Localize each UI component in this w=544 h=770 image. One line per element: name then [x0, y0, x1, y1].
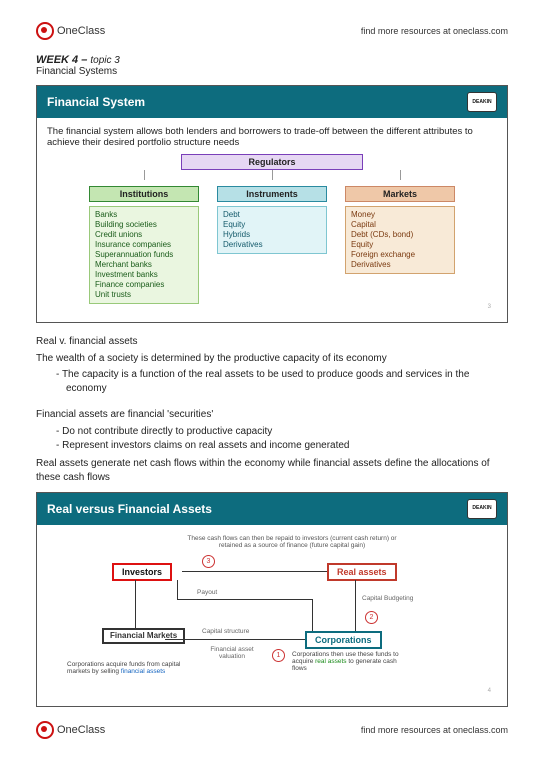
- brand-name: OneClass: [57, 724, 105, 736]
- fs-col-instruments: Instruments Debt Equity Hybrids Derivati…: [217, 186, 327, 304]
- right-footnote: Corporations then use these funds to acq…: [292, 651, 412, 673]
- fs-col-head: Institutions: [89, 186, 199, 202]
- rvf-p1: The wealth of a society is determined by…: [36, 352, 508, 367]
- financial-system-title-bar: Financial System DEAKIN: [37, 86, 507, 118]
- rvf-p3: Real assets generate net cash flows with…: [36, 457, 508, 486]
- slide-number: 4: [47, 688, 497, 694]
- rvfa-body: These cash flows can then be repaid to i…: [37, 525, 507, 706]
- fs-connectors: [47, 170, 497, 180]
- financial-system-body: The financial system allows both lenders…: [37, 118, 507, 322]
- deakin-badge: DEAKIN: [467, 92, 497, 112]
- fs-col-head: Instruments: [217, 186, 327, 202]
- arrow-line: [135, 580, 136, 628]
- brand-logo: OneClass: [36, 22, 105, 40]
- real-assets-box: Real assets: [327, 563, 397, 581]
- fs-col-institutions: Institutions Banks Building societies Cr…: [89, 186, 199, 304]
- arrow-line: [177, 599, 312, 600]
- fs-intro: The financial system allows both lenders…: [47, 126, 497, 148]
- brand-logo-icon: [36, 22, 54, 40]
- page-footer: OneClass find more resources at oneclass…: [36, 721, 508, 739]
- fs-columns: Institutions Banks Building societies Cr…: [47, 186, 497, 304]
- fs-col-body: Debt Equity Hybrids Derivatives: [217, 206, 327, 254]
- week-title: WEEK 4 –: [36, 54, 90, 66]
- fin-asset-valuation-label: Financial asset valuation: [202, 646, 262, 660]
- rvfa-title: Real versus Financial Assets: [47, 502, 212, 516]
- rvf-heading: Real v. financial assets: [36, 335, 508, 350]
- rvf-b2: Do not contribute directly to productive…: [66, 425, 508, 439]
- arrow-line: [182, 571, 327, 572]
- slide-number: 3: [47, 304, 497, 310]
- financial-system-title: Financial System: [47, 95, 145, 109]
- rvfa-diagram: These cash flows can then be repaid to i…: [47, 533, 497, 688]
- fs-col-markets: Markets Money Capital Debt (CDs, bond) E…: [345, 186, 455, 304]
- fs-col-body: Banks Building societies Credit unions I…: [89, 206, 199, 304]
- week-subject: Financial Systems: [36, 66, 508, 77]
- investors-box: Investors: [112, 563, 172, 581]
- fs-col-body: Money Capital Debt (CDs, bond) Equity Fo…: [345, 206, 455, 274]
- financial-markets-box: Financial Markets: [102, 628, 185, 645]
- brand-name: OneClass: [57, 25, 105, 37]
- corporations-box: Corporations: [305, 631, 382, 649]
- capital-structure-label: Capital structure: [202, 628, 249, 635]
- brand-logo-icon: [36, 721, 54, 739]
- capital-budgeting-label: Capital Budgeting: [362, 595, 413, 602]
- fs-diagram: Regulators Institutions Banks Building s…: [47, 154, 497, 304]
- brand-logo: OneClass: [36, 721, 105, 739]
- arrow-line: [312, 599, 313, 631]
- rvfa-box: Real versus Financial Assets DEAKIN Thes…: [36, 492, 508, 707]
- arrow-line: [177, 580, 178, 599]
- payout-label: Payout: [197, 589, 217, 596]
- page-header: OneClass find more resources at oneclass…: [36, 22, 508, 40]
- header-tagline: find more resources at oneclass.com: [361, 26, 508, 36]
- financial-system-box: Financial System DEAKIN The financial sy…: [36, 85, 508, 323]
- footer-tagline: find more resources at oneclass.com: [361, 725, 508, 735]
- arrow-line: [165, 639, 305, 640]
- rvf-p2: Financial assets are financial 'securiti…: [36, 408, 508, 423]
- rvf-b3: Represent investors claims on real asset…: [66, 439, 508, 453]
- arrow-line: [355, 580, 356, 631]
- week-topic: topic 3: [90, 55, 119, 66]
- rvfa-top-note: These cash flows can then be repaid to i…: [187, 535, 397, 550]
- circle-1-icon: 1: [272, 649, 285, 662]
- deakin-badge: DEAKIN: [467, 499, 497, 519]
- rvf-b1: The capacity is a function of the real a…: [66, 368, 508, 396]
- fs-col-head: Markets: [345, 186, 455, 202]
- fs-regulators: Regulators: [181, 154, 363, 170]
- circle-2-icon: 2: [365, 611, 378, 624]
- circle-3-icon: 3: [202, 555, 215, 568]
- left-footnote: Corporations acquire funds from capital …: [67, 661, 187, 676]
- rvfa-title-bar: Real versus Financial Assets DEAKIN: [37, 493, 507, 525]
- week-heading: WEEK 4 – topic 3: [36, 54, 508, 66]
